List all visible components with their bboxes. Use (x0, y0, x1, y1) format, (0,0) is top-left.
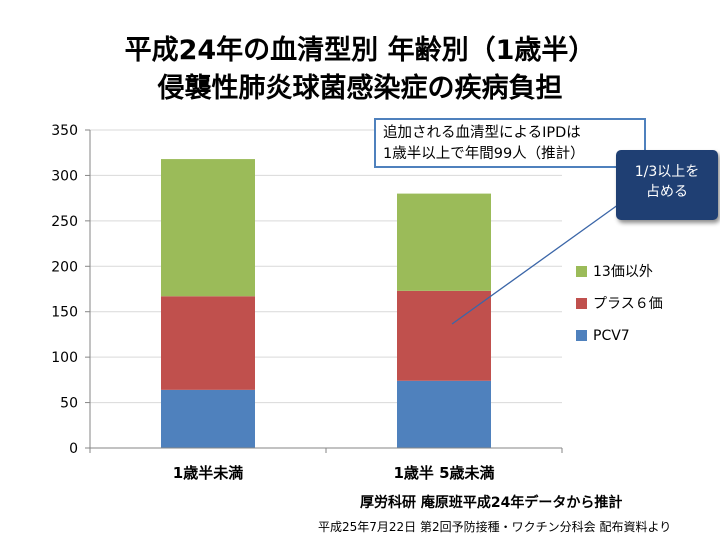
legend-swatch-0 (576, 266, 587, 277)
data-source-note: 厚労科研 庵原班平成24年データから推計 (360, 495, 623, 511)
bar-cat0-series0 (161, 389, 255, 448)
bar-cat1-series2 (397, 193, 491, 291)
one-third-line2: 占める (646, 184, 688, 200)
y-tick-label-150: 150 (51, 305, 78, 321)
document-source-note: 平成25年7月22日 第2回予防接種・ワクチン分科会 配布資料より (318, 520, 672, 534)
grid-lines (90, 129, 562, 404)
y-tick-label-250: 250 (51, 214, 78, 230)
legend-label-0: 13価以外 (593, 264, 653, 280)
x-category-label-0: 1歳半未満 (173, 464, 243, 482)
y-tick-label-0: 0 (69, 441, 78, 457)
ipd-estimate-callout: 追加される血清型によるIPDは 1歳半以上で年間99人（推計） (374, 118, 646, 168)
bar-cat0-series2 (161, 159, 255, 297)
ipd-estimate-line1: 追加される血清型によるIPDは (383, 125, 581, 141)
bar-cat0-series1 (161, 296, 255, 390)
one-third-callout: 1/3以上を 占める (616, 150, 718, 220)
bars (161, 159, 491, 448)
y-tick-label-200: 200 (51, 259, 78, 275)
y-tick-label-300: 300 (51, 168, 78, 184)
legend-label-1: プラス６価 (593, 296, 663, 312)
chart-title-line2: 侵襲性肺炎球菌感染症の疾病負担 (157, 73, 563, 104)
bar-cat1-series0 (397, 380, 491, 448)
x-category-label-1: 1歳半 5歳未満 (393, 464, 494, 482)
legend-label-2: PCV7 (593, 328, 630, 344)
one-third-line1: 1/3以上を (634, 164, 700, 180)
y-tick-label-350: 350 (51, 123, 78, 139)
y-tick-label-100: 100 (51, 350, 78, 366)
legend-swatch-2 (576, 330, 587, 341)
bar-cat1-series1 (397, 290, 491, 381)
callout-pointer-line (451, 201, 623, 325)
chart-title: 平成24年の血清型別 年齢別（1歳半） 侵襲性肺炎球菌感染症の疾病負担 (0, 32, 720, 108)
legend-swatch-1 (576, 298, 587, 309)
ipd-estimate-line2: 1歳半以上で年間99人（推計） (383, 146, 585, 162)
chart-title-line1: 平成24年の血清型別 年齢別（1歳半） (124, 35, 596, 66)
axes (85, 129, 563, 453)
tick-labels: 0 50 100 150 200 250 300 350 1歳半未満 1歳半 5歳未満 (51, 123, 494, 482)
y-tick-label-50: 50 (60, 396, 78, 412)
